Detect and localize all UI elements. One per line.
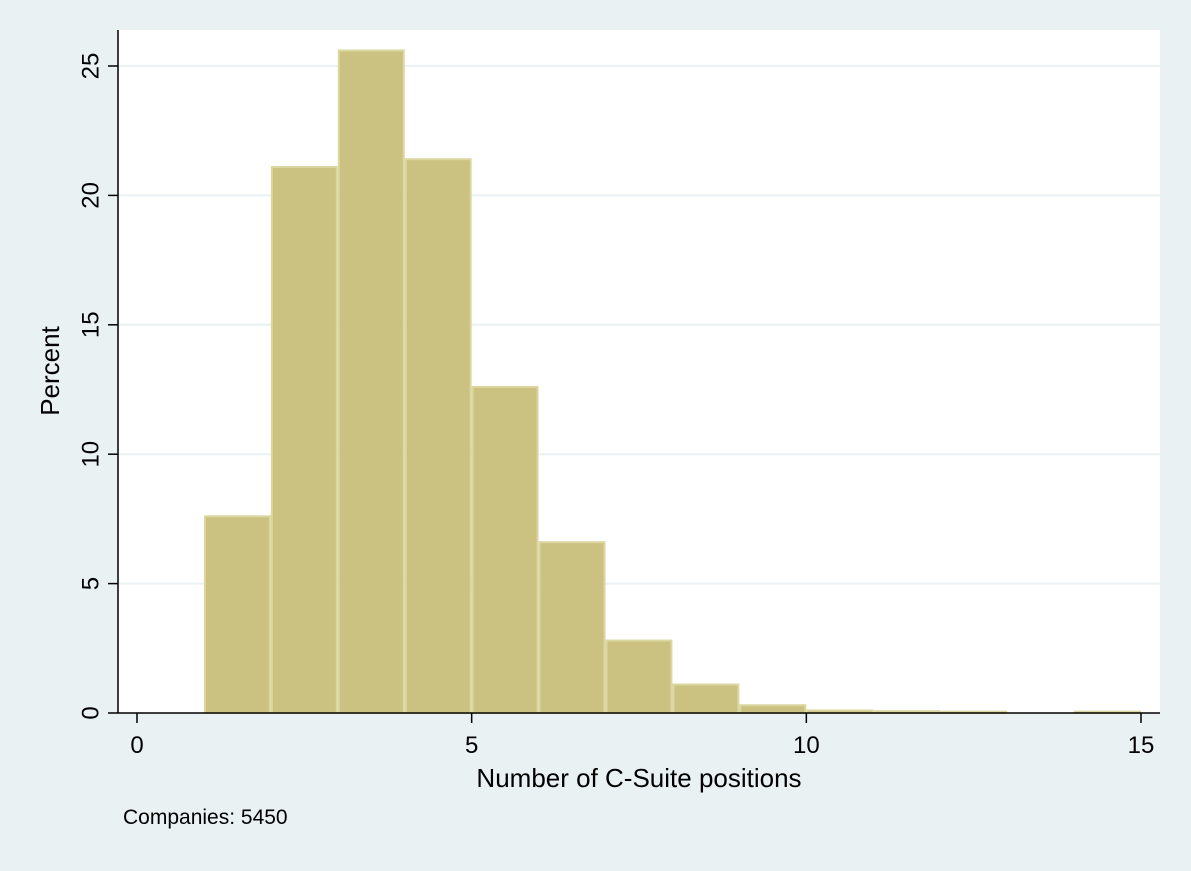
companies-note: Companies: 5450 [123, 806, 288, 829]
y-tick-label-0: 0 [77, 706, 104, 719]
bars [203, 49, 1141, 715]
y-axis-label: Percent [35, 325, 65, 415]
histogram-bar-5-6 [471, 385, 539, 714]
x-axis-label: Number of C-Suite positions [476, 763, 801, 793]
y-tick-label-10: 10 [77, 441, 104, 468]
histogram-bar-7-8 [605, 639, 673, 715]
histogram-bar-2-3 [270, 165, 338, 714]
histogram-bar-3-4 [337, 49, 405, 715]
histogram-bar-9-10 [739, 704, 807, 715]
x-tick-label-0: 0 [130, 732, 143, 759]
x-tick-label-15: 15 [1128, 732, 1155, 759]
histogram-bar-4-5 [404, 158, 472, 714]
axes: 0 5 10 15 20 25 0 5 10 15 [77, 30, 1160, 759]
y-tick-label-25: 25 [77, 53, 104, 80]
x-tick-label-5: 5 [465, 732, 478, 759]
histogram-bar-1-2 [203, 515, 271, 715]
y-tick-label-5: 5 [77, 577, 104, 590]
histogram-bar-8-9 [672, 683, 740, 714]
y-tick-label-15: 15 [77, 311, 104, 338]
y-tick-label-20: 20 [77, 182, 104, 209]
x-tick-label-10: 10 [793, 732, 820, 759]
histogram-bar-6-7 [538, 541, 606, 715]
